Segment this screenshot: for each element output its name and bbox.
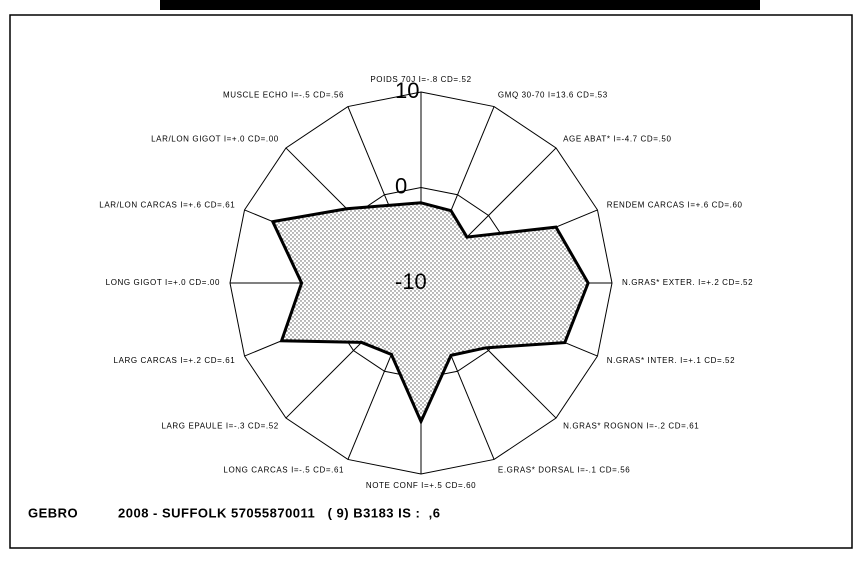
axis-label: N.GRAS* INTER. I=+.1 CD=.52 bbox=[607, 356, 735, 365]
axis-label: RENDEM CARCAS I=+.6 CD=.60 bbox=[607, 200, 743, 209]
footer-right: 2008 - SUFFOLK 57055870011 ( 9) B3183 IS… bbox=[118, 505, 440, 520]
footer-left: GEBRO bbox=[28, 505, 78, 520]
frame bbox=[9, 14, 853, 549]
r-tick-label: 0 bbox=[395, 173, 407, 198]
r-tick-label: -10 bbox=[395, 269, 427, 294]
axis-label: POIDS 70J I=-.8 CD=.52 bbox=[370, 75, 471, 84]
axis-label: NOTE CONF I=+.5 CD=.60 bbox=[366, 481, 476, 490]
axis-label: LAR/LON CARCAS I=+.6 CD=.61 bbox=[99, 200, 235, 209]
axis-label: LARG EPAULE I=-.3 CD=.52 bbox=[161, 422, 278, 431]
axis-label: LAR/LON GIGOT I=+.0 CD=.00 bbox=[151, 135, 279, 144]
axis-label: AGE ABAT* I=-4.7 CD=.50 bbox=[563, 135, 671, 144]
axis-label: LONG GIGOT I=+.0 CD=.00 bbox=[106, 278, 220, 287]
axis-label: LARG CARCAS I=+.2 CD=.61 bbox=[114, 356, 236, 365]
axis-label: E.GRAS* DORSAL I=-.1 CD=.56 bbox=[498, 466, 630, 475]
axis-label: N.GRAS* EXTER. I=+.2 CD=.52 bbox=[622, 278, 753, 287]
axis-label: N.GRAS* ROGNON I=-.2 CD=.61 bbox=[563, 422, 699, 431]
axis-label: GMQ 30-70 I=13.6 CD=.53 bbox=[498, 91, 608, 100]
header-bar bbox=[160, 0, 760, 10]
axis-label: LONG CARCAS I=-.5 CD=.61 bbox=[223, 466, 344, 475]
data-area bbox=[270, 201, 590, 426]
r-tick-label: 10 bbox=[395, 78, 419, 103]
axis-label: MUSCLE ECHO I=-.5 CD=.56 bbox=[223, 91, 344, 100]
